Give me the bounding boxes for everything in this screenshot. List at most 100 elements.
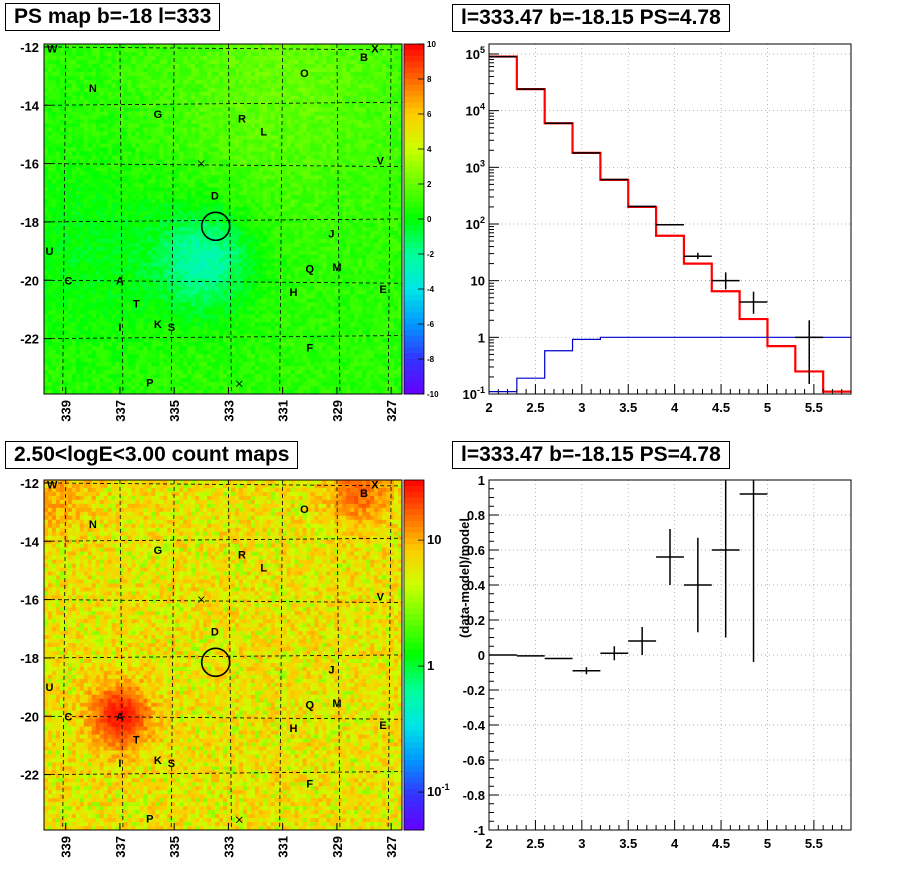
heatmap-cell [79,314,85,319]
heatmap-cell [207,167,212,172]
heatmap-cell [139,330,144,335]
heatmap-cell [135,342,140,347]
heatmap-cell [59,318,65,323]
heatmap-cell [151,171,156,176]
heatmap-cell [183,111,188,116]
heatmap-cell [211,318,216,323]
heatmap-cell [167,219,172,224]
heatmap-cell [215,139,220,144]
heatmap-cell [107,354,113,359]
heatmap-cell [215,234,220,240]
heatmap-cell [246,230,252,236]
heatmap-cell [47,378,53,383]
heatmap-cell [123,246,128,252]
heatmap-cell [127,318,132,323]
heatmap-cell [59,211,65,216]
heatmap-cell [67,179,73,184]
heatmap-cell [111,226,116,232]
heatmap-cell [143,358,148,363]
heatmap-cell [234,254,240,260]
heatmap-cell [131,147,136,152]
heatmap-cell [91,111,97,116]
heatmap-cell [119,378,124,383]
heatmap-cell [242,270,248,276]
heatmap-cell [67,183,73,188]
heatmap-cell [219,147,224,152]
heatmap-cell [55,258,61,264]
heatmap-cell [131,286,136,291]
heatmap-cell [123,258,128,264]
heatmap-cell [215,123,220,128]
heatmap-cell [147,55,152,61]
heatmap-cell [215,119,220,124]
heatmap-cell [262,191,268,196]
heatmap-cell [171,358,176,363]
heatmap-cell [163,155,168,160]
heatmap-cell [187,159,192,164]
heatmap-cell [131,358,136,363]
heatmap-cell [226,67,232,73]
heatmap-cell [79,95,85,101]
heatmap-cell [119,350,124,355]
heatmap-cell [147,258,152,264]
heatmap-cell [44,151,49,156]
heatmap-cell [103,314,109,319]
heatmap-cell [107,47,113,53]
heatmap-cell [79,171,85,176]
heatmap-cell [99,215,105,220]
heatmap-cell [254,199,260,204]
heatmap-cell [203,342,208,347]
heatmap-cell [139,350,144,355]
heatmap-cell [55,278,61,284]
heatmap-cell [75,302,81,307]
heatmap-cell [191,294,196,299]
heatmap-cell [91,79,97,85]
heatmap-cell [107,67,113,73]
heatmap-cell [91,302,97,307]
heatmap-cell [242,230,248,236]
heatmap-cell [107,390,113,394]
heatmap-cell [230,83,236,89]
heatmap-cell [219,294,224,299]
heatmap-cell [242,47,248,53]
heatmap-cell [211,354,216,359]
heatmap-cell [135,195,140,200]
heatmap-cell [207,382,212,387]
heatmap-cell [71,374,77,379]
heatmap-cell [234,63,240,69]
heatmap-cell [187,131,192,136]
heatmap-cell [195,310,200,315]
heatmap-cell [59,175,65,180]
heatmap-cell [155,262,160,268]
heatmap-cell [67,207,73,212]
heatmap-cell [111,298,116,303]
heatmap-cell [59,386,65,391]
heatmap-cell [51,187,57,192]
heatmap-cell [75,354,81,359]
heatmap-cell [219,306,224,311]
heatmap-cell [83,44,89,49]
heatmap-cell [171,47,176,53]
heatmap-cell [199,67,204,73]
heatmap-cell [223,386,228,391]
heatmap-cell [123,362,128,367]
heatmap-cell [51,302,57,307]
heatmap-cell [242,103,248,109]
heatmap-cell [95,330,101,335]
heatmap-cell [234,270,240,276]
heatmap-cell [115,171,120,176]
heatmap-cell [163,298,168,303]
heatmap-cell [195,107,200,113]
heatmap-cell [83,386,89,391]
heatmap-cell [127,274,132,280]
heatmap-cell [71,354,77,359]
heatmap-cell [234,75,240,81]
heatmap-cell [151,87,156,93]
heatmap-cell [115,111,120,116]
heatmap-cell [250,222,256,228]
heatmap-cell [115,386,120,391]
heatmap-cell [215,310,220,315]
heatmap-cell [95,139,101,144]
ps-map-heatmap [44,44,402,394]
heatmap-cell [238,107,244,113]
